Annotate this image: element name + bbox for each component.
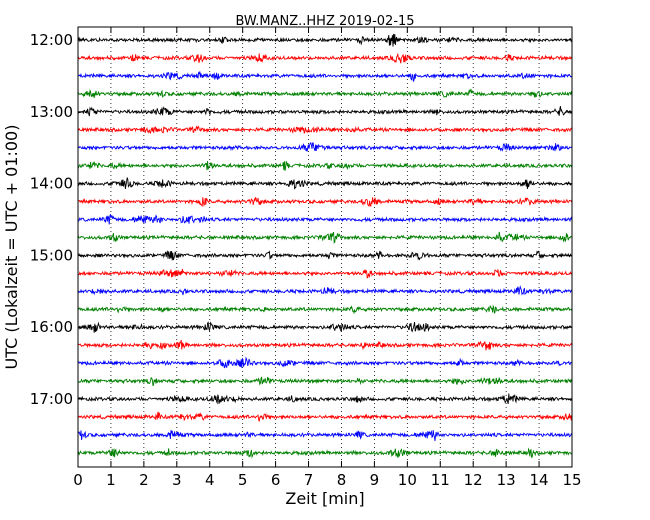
x-axis: 0 1 2 3 4 5 6 7 8 9 10 11 12 13 14 15 — [73, 27, 582, 489]
x-tick-label: 0 — [73, 471, 83, 489]
y-tick-label: 16:00 — [30, 318, 73, 336]
trace-line — [77, 447, 573, 459]
y-tick-label: 15:00 — [30, 246, 73, 264]
y-tick-label: 14:00 — [30, 175, 73, 193]
x-tick-label: 8 — [337, 471, 347, 489]
trace-line — [77, 125, 573, 134]
trace-line — [77, 268, 573, 279]
x-tick-label: 11 — [431, 471, 450, 489]
trace-line — [77, 393, 573, 405]
trace-line — [77, 33, 573, 47]
x-tick-label: 2 — [139, 471, 149, 489]
trace-line — [77, 141, 573, 152]
trace-line — [77, 356, 573, 369]
trace-line — [77, 177, 572, 190]
plot-frame — [77, 26, 573, 468]
trace-line — [77, 430, 573, 441]
x-tick-label: 4 — [205, 471, 215, 489]
x-axis-label: Zeit [min] — [285, 489, 364, 508]
trace-line — [77, 231, 573, 244]
grid-lines — [77, 27, 573, 467]
x-tick-label: 9 — [370, 471, 380, 489]
chart-title: BW.MANZ..HHZ 2019-02-15 — [235, 14, 414, 29]
trace-line — [77, 304, 573, 315]
x-tick-label: 6 — [271, 471, 281, 489]
x-tick-label: 12 — [464, 471, 483, 489]
x-tick-label: 5 — [238, 471, 248, 489]
trace-line — [77, 411, 573, 422]
trace-line — [77, 88, 573, 99]
x-tick-label: 10 — [398, 471, 417, 489]
traces — [77, 33, 573, 459]
x-tick-label: 14 — [530, 471, 549, 489]
x-tick-label: 15 — [562, 471, 581, 489]
trace-line — [77, 70, 573, 82]
x-tick-label: 1 — [106, 471, 116, 489]
y-tick-label: 12:00 — [30, 31, 73, 49]
x-tick-label: 3 — [172, 471, 182, 489]
trace-line — [77, 53, 573, 64]
trace-line — [77, 214, 573, 225]
y-tick-label: 13:00 — [30, 103, 73, 121]
trace-line — [77, 197, 573, 208]
trace-line — [77, 376, 573, 387]
trace-line — [77, 105, 573, 117]
trace-line — [77, 250, 572, 261]
trace-line — [77, 321, 572, 333]
trace-line — [77, 339, 573, 351]
y-axis: 12:00 13:00 14:00 15:00 16:00 17:00 — [30, 31, 572, 408]
trace-line — [77, 284, 573, 296]
x-tick-label: 7 — [304, 471, 314, 489]
y-axis-label: UTC (Lokalzeit = UTC + 01:00) — [2, 125, 21, 370]
y-tick-label: 17:00 — [30, 390, 73, 408]
x-tick-label: 13 — [497, 471, 516, 489]
trace-line — [77, 160, 573, 171]
